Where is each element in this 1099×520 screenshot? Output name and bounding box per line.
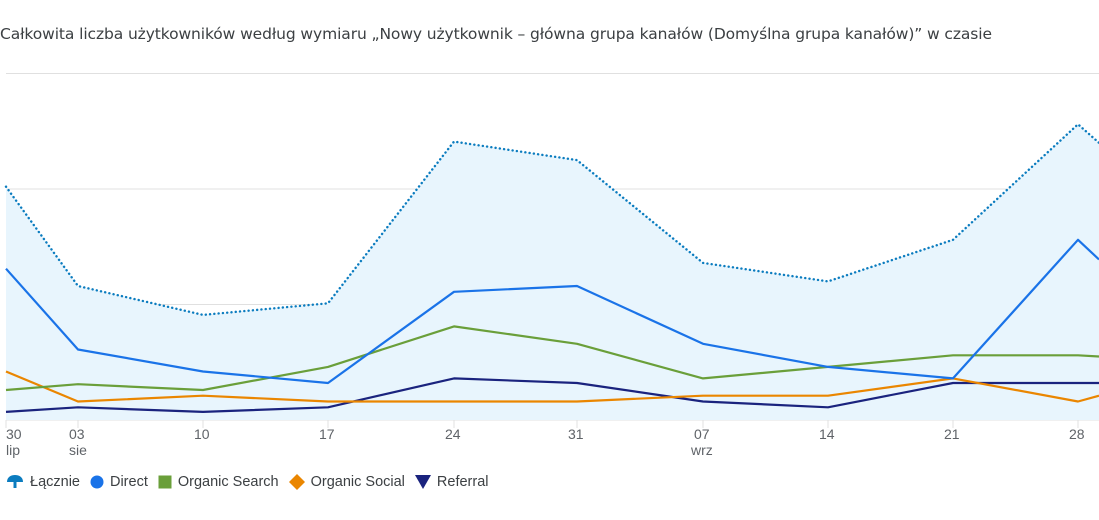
legend-item-łącznie[interactable]: Łącznie	[6, 474, 80, 490]
x-tick-label: 31	[568, 426, 584, 442]
legend-item-organic-social[interactable]: Organic Social	[288, 474, 405, 490]
legend-item-organic-search[interactable]: Organic Search	[158, 474, 279, 490]
legend-label: Referral	[436, 474, 489, 490]
legend-label: Łącznie	[30, 474, 80, 490]
x-tick-label: 21	[944, 426, 960, 442]
legend-item-direct[interactable]: Direct	[90, 474, 148, 490]
x-tick-day: 14	[819, 426, 835, 442]
x-tick-label: 14	[819, 426, 835, 442]
x-tick-month: wrz	[691, 442, 713, 458]
circle-icon	[90, 475, 110, 489]
total-area-fill	[6, 124, 1099, 421]
x-tick-month: sie	[69, 442, 87, 458]
x-tick-label: 10	[194, 426, 210, 442]
x-tick-day: 07	[694, 426, 710, 442]
x-tick-day: 30	[6, 426, 22, 442]
x-tick-day: 31	[568, 426, 584, 442]
legend-label: Organic Search	[177, 474, 279, 490]
triangle-down-icon	[414, 475, 437, 489]
x-tick-day: 28	[1069, 426, 1085, 442]
diamond-icon	[288, 474, 311, 490]
x-tick-label: 03 sie	[69, 426, 87, 458]
square-icon	[158, 475, 178, 489]
organic-search-line	[5, 325, 1099, 392]
x-tick-label: 30 lip	[6, 426, 22, 458]
x-tick-day: 17	[319, 426, 335, 442]
x-tick-label: 07 wrz	[691, 426, 713, 458]
x-tick-day: 21	[944, 426, 960, 442]
x-tick-day: 10	[194, 426, 210, 442]
total-line	[4, 122, 1099, 317]
legend-item-referral[interactable]: Referral	[414, 474, 489, 490]
x-tick-day: 03	[69, 426, 85, 442]
legend-label: Organic Social	[310, 474, 405, 490]
x-tick-label: 24	[445, 426, 461, 442]
legend-label: Direct	[109, 474, 148, 490]
x-tick-day: 24	[445, 426, 461, 442]
direct-line	[5, 238, 1099, 385]
chart-legend: Łącznie Direct Organic Search Organic Socia…	[6, 474, 498, 490]
chart-title: Całkowita liczba użytkowników według wym…	[0, 25, 992, 43]
organic-social-line	[5, 370, 1099, 403]
total-pin-icon	[6, 475, 30, 489]
x-tick-month: lip	[6, 442, 21, 458]
x-tick-label: 28	[1069, 426, 1085, 442]
x-tick-label: 17	[319, 426, 335, 442]
referral-line	[5, 377, 1099, 413]
